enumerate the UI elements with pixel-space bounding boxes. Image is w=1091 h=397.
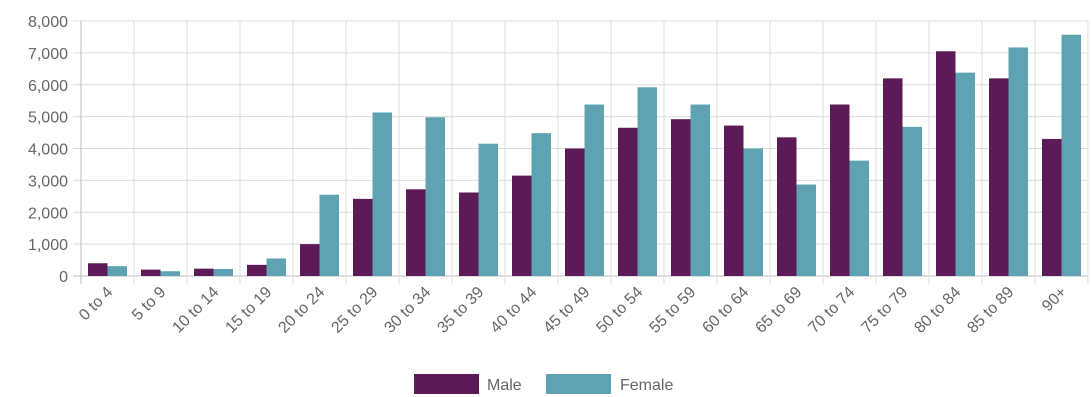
bar-male[interactable] bbox=[1042, 138, 1062, 276]
bar-female[interactable] bbox=[796, 184, 817, 276]
bar-male[interactable] bbox=[194, 268, 214, 276]
bar-male[interactable] bbox=[883, 78, 903, 276]
x-tick-label: 0 to 4 bbox=[76, 284, 116, 324]
bar-female[interactable] bbox=[213, 268, 234, 276]
x-tick-label: 5 to 9 bbox=[129, 284, 169, 324]
bar-female[interactable] bbox=[1061, 34, 1082, 276]
bar-male[interactable] bbox=[936, 51, 956, 276]
x-tick-label: 70 to 74 bbox=[805, 284, 858, 337]
legend-swatch-female[interactable] bbox=[546, 374, 611, 394]
bars bbox=[88, 34, 1082, 277]
y-tick-label: 8,000 bbox=[28, 14, 68, 31]
bar-male[interactable] bbox=[353, 198, 373, 276]
bar-male[interactable] bbox=[724, 125, 744, 276]
bar-female[interactable] bbox=[849, 160, 870, 276]
bar-female[interactable] bbox=[902, 126, 923, 276]
y-tick-label: 6,000 bbox=[28, 78, 68, 95]
x-tick-label: 40 to 44 bbox=[487, 284, 540, 337]
x-tick-label: 90+ bbox=[1039, 284, 1070, 315]
x-axis-ticks: 0 to 4 5 to 9 10 to 14 15 to 19 20 to 24 25 t… bbox=[76, 284, 1070, 337]
bar-male[interactable] bbox=[830, 104, 850, 276]
y-tick-label: 0 bbox=[59, 269, 68, 286]
bar-male[interactable] bbox=[300, 244, 320, 276]
bar-female[interactable] bbox=[372, 112, 393, 276]
legend[interactable]: Male Female bbox=[414, 374, 673, 394]
bar-female[interactable] bbox=[425, 117, 446, 276]
x-tick-label: 45 to 49 bbox=[540, 284, 593, 337]
bar-female[interactable] bbox=[1008, 47, 1029, 276]
bar-female[interactable] bbox=[584, 104, 605, 276]
x-tick-label: 60 to 64 bbox=[699, 284, 752, 337]
bar-male[interactable] bbox=[512, 175, 532, 276]
x-tick-label: 10 to 14 bbox=[169, 284, 222, 337]
bar-female[interactable] bbox=[690, 104, 711, 276]
bar-male[interactable] bbox=[618, 127, 638, 276]
bar-male[interactable] bbox=[406, 189, 426, 276]
bar-female[interactable] bbox=[478, 143, 499, 276]
bar-female[interactable] bbox=[955, 72, 976, 276]
x-tick-label: 85 to 89 bbox=[964, 284, 1017, 337]
y-axis-ticks: 0 1,000 2,000 3,000 4,000 5,000 6,000 7,000 8,00… bbox=[28, 14, 68, 286]
bar-female[interactable] bbox=[319, 194, 340, 276]
x-tick-label: 15 to 19 bbox=[222, 284, 275, 337]
bar-female[interactable] bbox=[637, 87, 658, 276]
legend-label-female[interactable]: Female bbox=[620, 377, 673, 394]
bar-male[interactable] bbox=[777, 137, 797, 276]
x-tick-label: 20 to 24 bbox=[275, 284, 328, 337]
bar-male[interactable] bbox=[141, 269, 161, 276]
bar-male[interactable] bbox=[247, 264, 267, 276]
legend-label-male[interactable]: Male bbox=[487, 377, 522, 394]
y-tick-label: 4,000 bbox=[28, 142, 68, 159]
bar-female[interactable] bbox=[160, 271, 181, 276]
x-tick-label: 35 to 39 bbox=[434, 284, 487, 337]
bar-female[interactable] bbox=[531, 133, 552, 276]
x-tick-label: 75 to 79 bbox=[858, 284, 911, 337]
x-tick-label: 25 to 29 bbox=[328, 284, 381, 337]
x-tick-label: 55 to 59 bbox=[646, 284, 699, 337]
bar-male[interactable] bbox=[989, 78, 1009, 276]
y-tick-label: 2,000 bbox=[28, 205, 68, 222]
bar-female[interactable] bbox=[107, 266, 128, 276]
bar-male[interactable] bbox=[459, 192, 479, 276]
x-tick-label: 65 to 69 bbox=[752, 284, 805, 337]
x-tick-label: 80 to 84 bbox=[911, 284, 964, 337]
y-tick-label: 5,000 bbox=[28, 110, 68, 127]
bar-male[interactable] bbox=[565, 148, 585, 277]
x-tick-label: 50 to 54 bbox=[593, 284, 646, 337]
y-tick-label: 7,000 bbox=[28, 46, 68, 63]
x-tick-label: 30 to 34 bbox=[381, 284, 434, 337]
bar-female[interactable] bbox=[266, 258, 287, 276]
bar-female[interactable] bbox=[743, 148, 764, 277]
y-tick-label: 1,000 bbox=[28, 237, 68, 254]
y-tick-label: 3,000 bbox=[28, 173, 68, 190]
legend-swatch-male[interactable] bbox=[414, 374, 479, 394]
bar-male[interactable] bbox=[671, 119, 691, 276]
bar-male[interactable] bbox=[88, 263, 108, 276]
